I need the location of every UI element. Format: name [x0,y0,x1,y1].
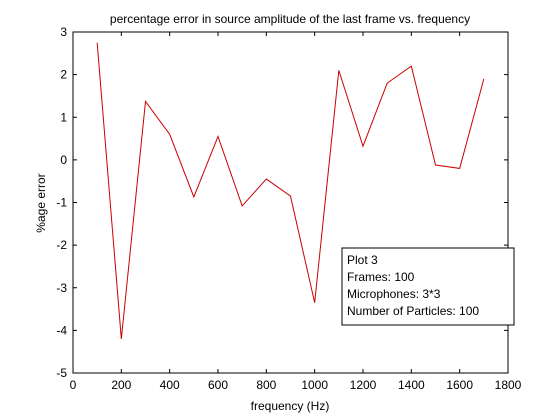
annotation-line: Frames: 100 [347,270,415,284]
x-tick-label: 1600 [446,378,473,392]
x-tick-label: 1200 [350,378,377,392]
y-tick-label: 2 [60,68,67,82]
y-tick-label: -4 [56,323,67,337]
axis-ticks: 0 200 400 600 800 1000 1200 1400 1600 1800 -5 -4 -3 -… [56,25,521,392]
x-tick-label: 0 [70,378,77,392]
annotation-box: Plot 3 Frames: 100 Microphones: 3*3 Numb… [341,247,515,326]
x-tick-label: 1000 [301,378,328,392]
x-tick-label: 800 [256,378,276,392]
x-tick-label: 1800 [495,378,522,392]
y-tick-label: -2 [56,238,67,252]
annotation-line: Plot 3 [347,253,378,267]
y-axis-label: %age error [34,173,48,232]
x-tick-label: 600 [208,378,228,392]
x-tick-label: 1400 [398,378,425,392]
y-tick-label: 3 [60,25,67,39]
y-tick-label: -5 [56,366,67,380]
chart-title: percentage error in source amplitude of … [110,12,470,26]
annotation-line: Microphones: 3*3 [347,287,441,301]
x-tick-label: 400 [160,378,180,392]
x-tick-label: 200 [111,378,131,392]
annotation-line: Number of Particles: 100 [347,304,479,318]
y-tick-label: -1 [56,196,67,210]
series-layer [96,42,485,339]
y-tick-label: 1 [60,110,67,124]
x-axis-label: frequency (Hz) [251,399,330,413]
y-tick-label: -3 [56,281,67,295]
y-tick-label: 0 [60,153,67,167]
annotation-border [341,247,515,326]
